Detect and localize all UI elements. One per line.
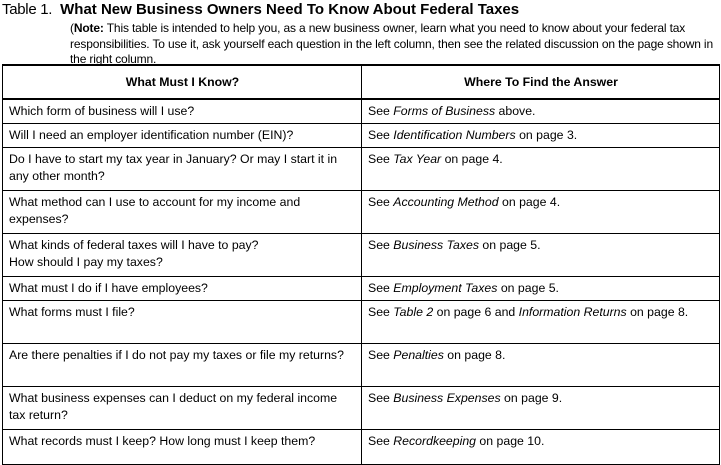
question-cell: What business expenses can I deduct on m… [2,386,362,430]
question-text: Will I need an employer identification n… [9,128,294,142]
table-label: Table 1. [2,1,53,18]
answer-text: See [368,128,394,142]
answer-reference-link[interactable]: Tax Year [393,152,442,166]
question-text: Are there penalties if I do not pay my t… [9,348,344,362]
answer-reference-link[interactable]: Forms of Business [393,104,496,118]
answer-text: on page 4. [441,152,503,166]
answer-cell: See Tax Year on page 4. [361,147,720,191]
answer-text: See [368,104,394,118]
answer-cell: See Employment Taxes on page 5. [361,276,720,301]
question-text: Which form of business will I use? [9,104,195,118]
question-text: Do I have to start my tax year in Januar… [9,152,338,183]
answer-text: on page 5. [497,281,559,295]
answer-reference-link[interactable]: Table 2 [393,305,434,319]
question-cell: Do I have to start my tax year in Januar… [2,147,362,191]
answer-reference-link[interactable]: Information Returns [518,305,627,319]
answer-reference-link[interactable]: Business Taxes [393,238,479,252]
question-cell: What records must I keep? How long must … [2,429,362,465]
column-header-question: What Must I Know? [2,64,362,100]
answer-text: on page 8. [443,348,506,362]
table-note: (Note: This table is intended to help yo… [70,21,720,68]
table-title: Table 1. What New Business Owners Need To… [2,1,519,18]
answer-text: on page 9. [500,391,563,405]
question-cell: What kinds of federal taxes will I have … [2,233,362,277]
question-cell: What must I do if I have employees? [2,276,362,301]
answer-text: above. [495,104,536,118]
question-cell: Are there penalties if I do not pay my t… [2,343,362,387]
answer-reference-link[interactable]: Accounting Method [393,195,499,209]
table-row: What kinds of federal taxes will I have … [2,233,720,277]
table-header-row: What Must I Know? Where To Find the Answ… [2,64,720,100]
answer-text: on page 4. [498,195,561,209]
table-row: What must I do if I have employees? See E… [2,276,720,301]
note-paren: ( [70,21,74,35]
table-title-text: What New Business Owners Need To Know Ab… [60,1,520,18]
answer-cell: See Business Expenses on page 9. [361,386,720,430]
answer-text: See [368,238,394,252]
answer-cell: See Identification Numbers on page 3. [361,123,720,148]
answer-cell: See Forms of Business above. [361,98,720,124]
question-cell: Will I need an employer identification n… [2,123,362,148]
answer-text: on page 3. [515,128,578,142]
table-row: What business expenses can I deduct on m… [2,386,720,430]
answer-text: on page 8. [626,305,689,319]
faq-table: What Must I Know? Where To Find the Answ… [2,64,720,465]
answer-text: See [368,305,394,319]
column-header-answer: Where To Find the Answer [361,64,720,100]
table-row: What method can I use to account for my … [2,190,720,234]
answer-cell: See Table 2 on page 6 and Information Re… [361,300,720,344]
question-cell: Which form of business will I use? [2,98,362,124]
answer-text: on page 6 and [433,305,519,319]
answer-text: See [368,391,394,405]
note-text: This table is intended to help you, as a… [70,21,713,66]
answer-cell: See Recordkeeping on page 10. [361,429,720,465]
question-text: What business expenses can I deduct on m… [9,391,338,422]
question-text: What kinds of federal taxes will I have … [9,238,259,269]
question-cell: What forms must I file? [2,300,362,344]
answer-cell: See Accounting Method on page 4. [361,190,720,234]
answer-text: See [368,152,394,166]
question-text: What records must I keep? How long must … [9,434,316,448]
table-row: What records must I keep? How long must … [2,429,720,465]
question-text: What forms must I file? [9,305,135,319]
table-row: Which form of business will I use? See Fo… [2,98,720,124]
table-row: Will I need an employer identification n… [2,123,720,148]
answer-text: See [368,195,394,209]
table-row: Do I have to start my tax year in Januar… [2,147,720,191]
question-text: What must I do if I have employees? [9,281,208,295]
answer-text: See [368,434,394,448]
answer-text: See [368,348,394,362]
answer-text: on page 10. [476,434,545,448]
answer-cell: See Business Taxes on page 5. [361,233,720,277]
answer-reference-link[interactable]: Employment Taxes [393,281,498,295]
note-label: Note: [73,21,104,35]
table-row: Are there penalties if I do not pay my t… [2,343,720,387]
answer-reference-link[interactable]: Identification Numbers [393,128,516,142]
answer-text: See [368,281,394,295]
answer-cell: See Penalties on page 8. [361,343,720,387]
question-cell: What method can I use to account for my … [2,190,362,234]
question-text: What method can I use to account for my … [9,195,301,226]
answer-reference-link[interactable]: Recordkeeping [393,434,477,448]
answer-text: on page 5. [478,238,541,252]
answer-reference-link[interactable]: Penalties [393,348,444,362]
answer-reference-link[interactable]: Business Expenses [393,391,501,405]
table-row: What forms must I file? See Table 2 on pa… [2,300,720,344]
